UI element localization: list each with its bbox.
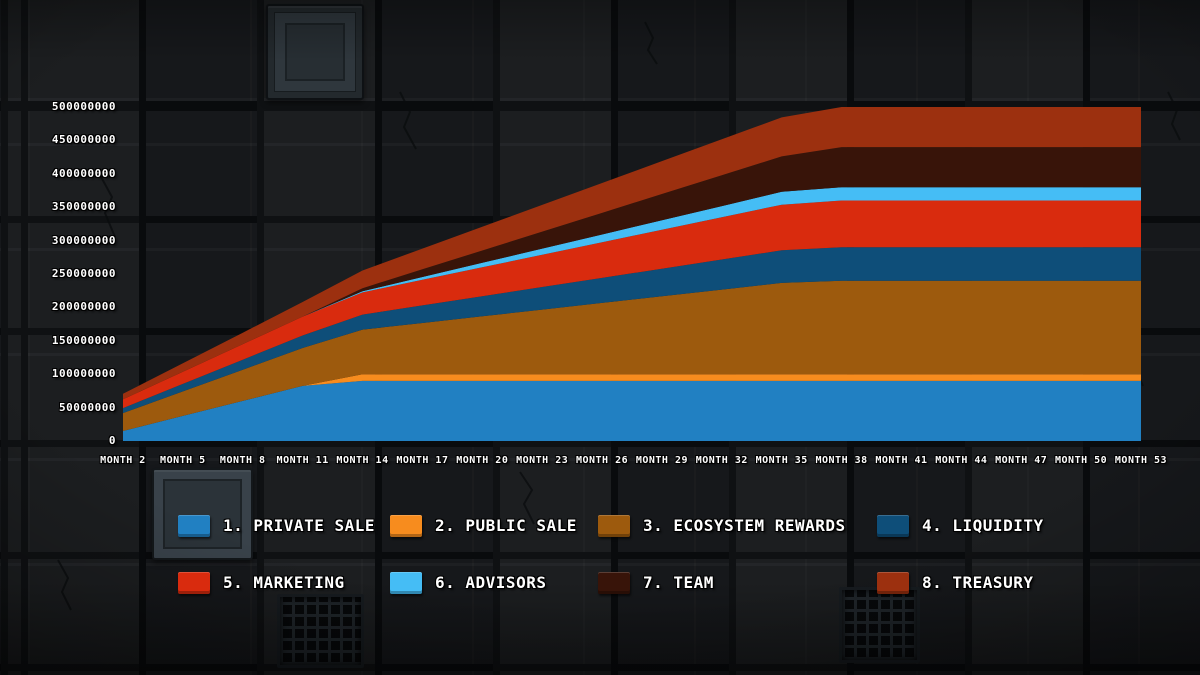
area-team [123, 147, 1141, 400]
stacked-area-plot [123, 107, 1141, 441]
x-tick-label: MONTH 11 [276, 455, 329, 466]
legend-label: 5. MARKETING [223, 573, 345, 592]
x-tick-label: MONTH 29 [635, 455, 689, 466]
legend-swatch [178, 572, 210, 594]
y-tick-label: 0 [108, 434, 116, 447]
x-tick-label: MONTH 53 [1114, 455, 1168, 466]
x-tick-label: MONTH 14 [336, 455, 389, 466]
legend-item-team: 7. TEAM [598, 571, 714, 595]
y-tick-label: 250000000 [51, 267, 116, 280]
area-treasury [123, 107, 1141, 400]
legend-item-public-sale: 2. PUBLIC SALE [390, 514, 577, 538]
legend-item-liquidity: 4. LIQUIDITY [877, 514, 1044, 538]
x-tick-label: MONTH 5 [160, 455, 206, 466]
x-tick-label: MONTH 32 [695, 455, 748, 466]
x-tick-label: MONTH 17 [396, 455, 449, 466]
area-marketing [123, 200, 1141, 409]
y-tick-label: 500000000 [51, 100, 116, 113]
legend-item-advisors: 6. ADVISORS [390, 571, 546, 595]
y-tick-label: 350000000 [51, 200, 116, 214]
y-tick-label: 450000000 [51, 133, 116, 147]
legend-swatch [877, 515, 909, 537]
y-tick-label: 100000000 [51, 367, 116, 381]
area-public-sale [123, 374, 1141, 431]
legend-label: 2. PUBLIC SALE [435, 516, 577, 535]
y-tick-label: 400000000 [51, 166, 116, 180]
x-tick-label: MONTH 44 [935, 455, 988, 466]
wall-hatch-plate [266, 4, 364, 100]
legend-swatch [877, 572, 909, 594]
legend-item-marketing: 5. MARKETING [178, 571, 345, 595]
legend-item-private-sale: 1. PRIVATE SALE [178, 514, 375, 538]
legend-label: 8. TREASURY [922, 573, 1034, 592]
x-tick-label: MONTH 20 [456, 455, 509, 466]
area-liquidity [123, 247, 1141, 414]
wall-grate-right [839, 587, 920, 663]
area-advisors [123, 187, 1141, 400]
legend-label: 4. LIQUIDITY [922, 516, 1044, 535]
x-tick-label: MONTH 38 [815, 455, 868, 466]
legend-item-ecosystem-rewards: 3. ECOSYSTEM REWARDS [598, 514, 846, 538]
x-tick-label: MONTH 50 [1055, 455, 1108, 466]
y-tick-label: 300000000 [51, 233, 116, 247]
area-ecosystem-rewards [123, 280, 1141, 431]
legend-swatch [598, 515, 630, 537]
legend-label: 6. ADVISORS [435, 573, 547, 592]
legend-label: 3. ECOSYSTEM REWARDS [643, 516, 846, 535]
wall-grate-left [277, 594, 364, 668]
x-tick-label: MONTH 23 [516, 455, 569, 466]
x-tick-label: MONTH 47 [995, 455, 1048, 466]
x-tick-label: MONTH 26 [575, 455, 629, 466]
legend-label: 7. TEAM [643, 573, 714, 592]
area-private-sale [123, 380, 1141, 441]
legend-swatch [178, 515, 210, 537]
legend-swatch [390, 515, 422, 537]
legend-swatch [598, 572, 630, 594]
wall-plate [152, 468, 253, 560]
y-tick-label: 150000000 [51, 333, 116, 347]
x-tick-label: MONTH 41 [875, 455, 928, 466]
x-tick-label: MONTH 35 [755, 455, 808, 466]
legend-item-treasury: 8. TREASURY [877, 571, 1033, 595]
y-tick-label: 50000000 [59, 400, 116, 414]
x-tick-label: MONTH 2 [100, 455, 146, 466]
legend-label: 1. PRIVATE SALE [223, 516, 375, 535]
hatch-inner-panel [285, 23, 345, 81]
legend-swatch [390, 572, 422, 594]
wall-plate-inner [163, 479, 242, 549]
y-tick-label: 200000000 [51, 300, 116, 314]
x-tick-label: MONTH 8 [219, 455, 266, 466]
